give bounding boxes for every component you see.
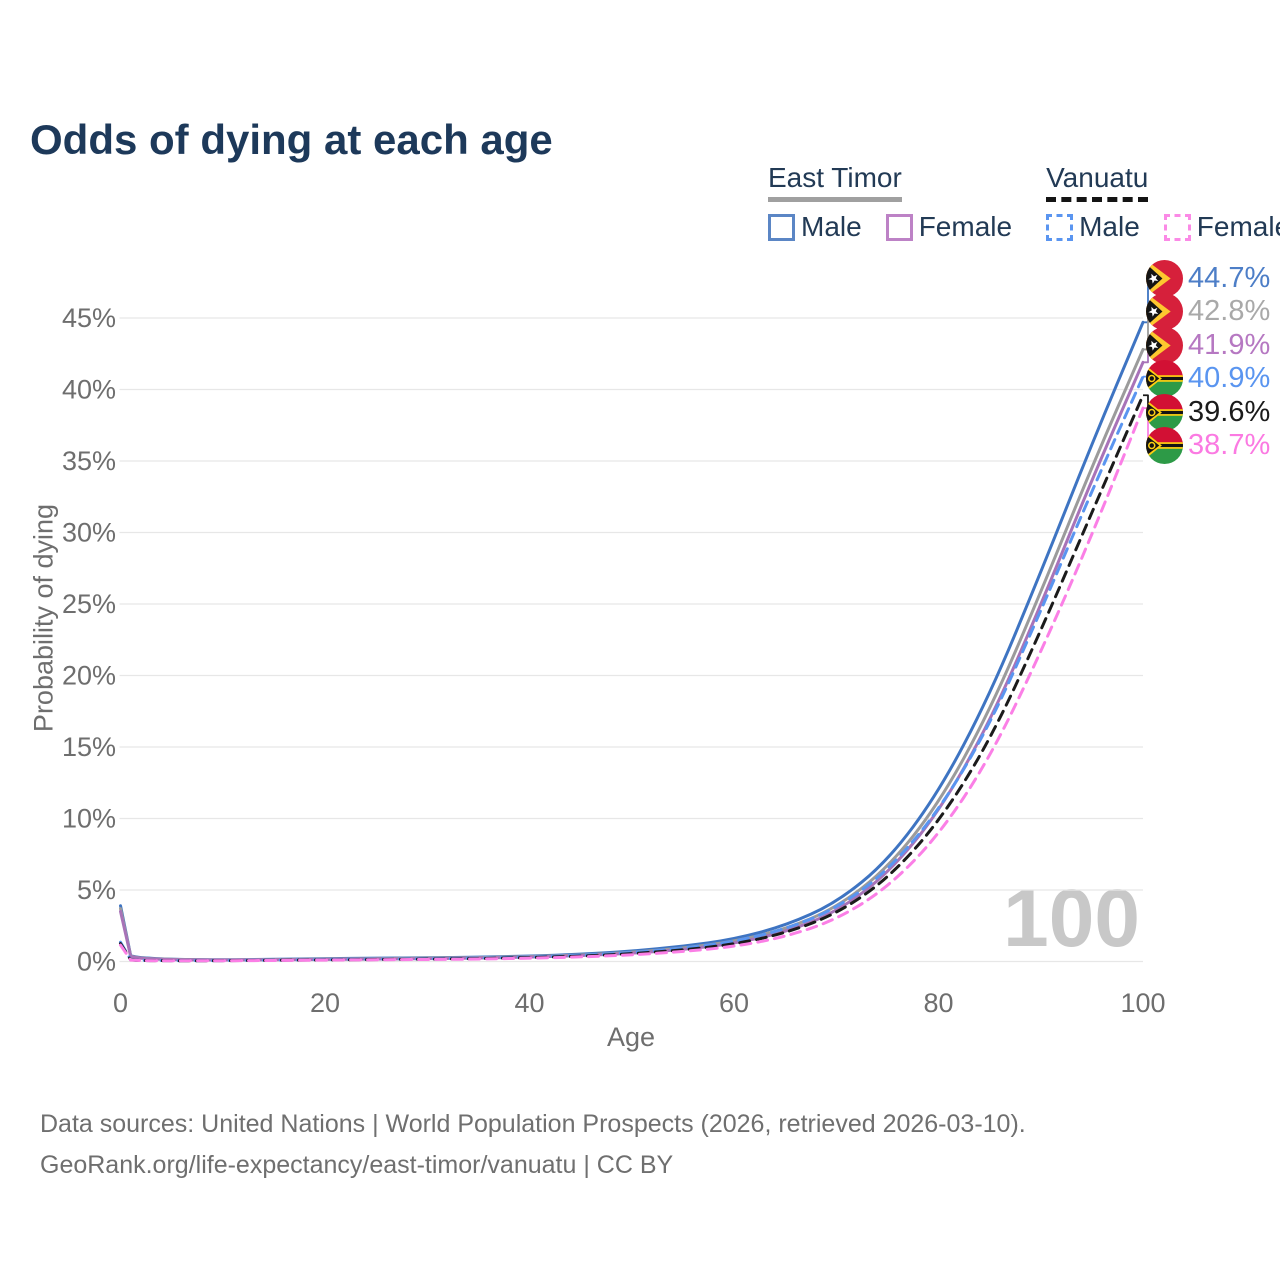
vanuatu-female-swatch-icon bbox=[1163, 213, 1191, 241]
legend-item-label: Female bbox=[1196, 211, 1280, 242]
y-axis-title: Probability of dying bbox=[28, 503, 59, 733]
end-label-vanuatu-male: 40.9% bbox=[1146, 360, 1270, 397]
vanuatu-flag-icon bbox=[1146, 427, 1183, 464]
y-tick-label: 25% bbox=[62, 589, 116, 619]
vanuatu-flag-icon bbox=[1146, 393, 1183, 431]
series-line-vanuatu-both bbox=[119, 393, 1145, 963]
x-tick-label: 40 bbox=[514, 988, 544, 1018]
end-label-value: 44.7% bbox=[1188, 261, 1271, 294]
end-label-east-timor-male: 44.7% bbox=[1146, 259, 1271, 297]
footer-data-sources: Data sources: United Nations | World Pop… bbox=[40, 1110, 1026, 1138]
y-tick-label: 30% bbox=[62, 518, 116, 548]
legend-item-label: Female bbox=[918, 211, 1013, 242]
legend-item-vanuatu-female[interactable]: Female bbox=[1163, 211, 1280, 243]
east-timor-flag-icon bbox=[1146, 259, 1183, 297]
vanuatu-flag-icon bbox=[1146, 360, 1183, 397]
page-title: Odds of dying at each age bbox=[30, 116, 553, 164]
x-tick-label: 20 bbox=[310, 988, 340, 1018]
legend-item-east-timor-male[interactable]: Male bbox=[768, 211, 862, 243]
east-timor-male-swatch-icon bbox=[768, 213, 795, 241]
y-tick-label: 5% bbox=[77, 875, 116, 905]
series-line-vanuatu-female bbox=[119, 406, 1145, 963]
legend-group-vanuatu: Vanuatu Male Female bbox=[1046, 162, 1280, 243]
legend: East Timor Male Female Vanuatu Male Fema… bbox=[768, 162, 1280, 243]
legend-group-east-timor: East Timor Male Female bbox=[768, 162, 1012, 243]
y-tick-label: 40% bbox=[62, 375, 116, 405]
legend-item-east-timor-female[interactable]: Female bbox=[885, 211, 1013, 243]
end-label-east-timor-female: 41.9% bbox=[1146, 326, 1271, 364]
end-label-value: 39.6% bbox=[1188, 395, 1271, 428]
footer: Data sources: United Nations | World Pop… bbox=[40, 1104, 1026, 1186]
x-tick-label: 80 bbox=[923, 988, 953, 1018]
east-timor-flag-icon bbox=[1146, 326, 1183, 364]
footer-attribution: GeoRank.org/life-expectancy/east-timor/v… bbox=[40, 1151, 674, 1179]
east-timor-female-swatch-icon bbox=[885, 213, 913, 241]
legend-item-vanuatu-male[interactable]: Male bbox=[1046, 211, 1140, 243]
x-tick-label: 100 bbox=[1120, 988, 1165, 1018]
legend-group-title-east-timor: East Timor bbox=[768, 162, 902, 202]
series-line-east-timor-both bbox=[119, 347, 1145, 962]
end-label-value: 41.9% bbox=[1188, 328, 1271, 361]
end-label-vanuatu-female: 38.7% bbox=[1146, 427, 1270, 464]
east-timor-flag-icon bbox=[1146, 293, 1183, 330]
x-axis-title: Age bbox=[606, 1022, 656, 1052]
end-label-vanuatu-both: 39.6% bbox=[1146, 393, 1271, 431]
y-tick-label: 35% bbox=[62, 446, 116, 476]
end-label-east-timor-both: 42.8% bbox=[1146, 293, 1270, 330]
legend-item-label: Male bbox=[801, 211, 862, 242]
x-tick-label: 0 bbox=[113, 988, 128, 1018]
watermark-age-100: 100 bbox=[1003, 873, 1140, 964]
y-tick-label: 0% bbox=[77, 947, 116, 977]
series-line-east-timor-female bbox=[119, 360, 1145, 962]
end-label-value: 38.7% bbox=[1188, 429, 1271, 461]
legend-item-label: Male bbox=[1079, 211, 1140, 242]
end-label-value: 42.8% bbox=[1188, 295, 1271, 327]
series-line-east-timor-male bbox=[119, 320, 1145, 962]
series-line-vanuatu-male bbox=[119, 375, 1145, 963]
y-tick-label: 20% bbox=[62, 661, 116, 691]
end-label-value: 40.9% bbox=[1188, 362, 1271, 394]
legend-group-title-vanuatu: Vanuatu bbox=[1046, 162, 1149, 202]
vanuatu-male-swatch-icon bbox=[1046, 213, 1074, 241]
y-tick-label: 15% bbox=[62, 732, 116, 762]
y-tick-label: 45% bbox=[62, 303, 116, 333]
x-tick-label: 60 bbox=[719, 988, 749, 1018]
y-tick-label: 10% bbox=[62, 804, 116, 834]
